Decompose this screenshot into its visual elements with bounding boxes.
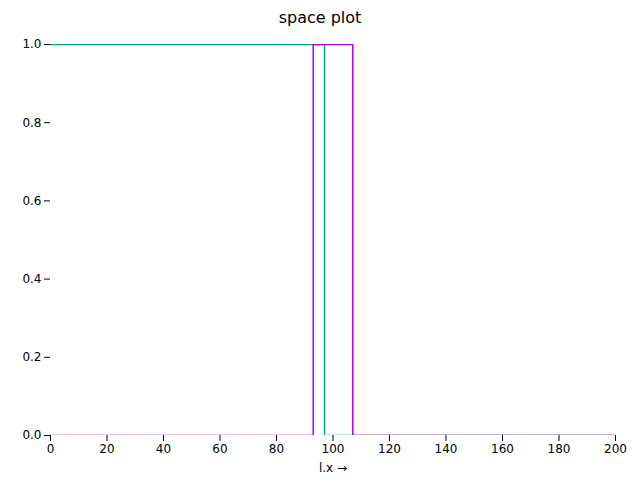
svg-text:180: 180 [548, 442, 571, 456]
svg-text:0.8: 0.8 [22, 116, 41, 130]
svg-text:0.0: 0.0 [22, 428, 41, 442]
svg-text:0.6: 0.6 [22, 194, 41, 208]
svg-text:120: 120 [378, 442, 401, 456]
html-text:space plot: space plot [278, 8, 362, 27]
svg-text:40: 40 [156, 442, 171, 456]
svg-text:20: 20 [99, 442, 114, 456]
svg-text:160: 160 [491, 442, 514, 456]
svg-text:l.x →: l.x → [319, 461, 347, 475]
svg-text:60: 60 [212, 442, 227, 456]
svg-text:100: 100 [322, 442, 345, 456]
svg-text:200: 200 [604, 442, 627, 456]
svg-text:0.2: 0.2 [22, 350, 41, 364]
svg-text:0: 0 [47, 442, 55, 456]
svg-text:140: 140 [435, 442, 458, 456]
svg-text:1.0: 1.0 [22, 37, 41, 51]
svg-text:0.4: 0.4 [22, 272, 41, 286]
svg-text:80: 80 [269, 442, 284, 456]
